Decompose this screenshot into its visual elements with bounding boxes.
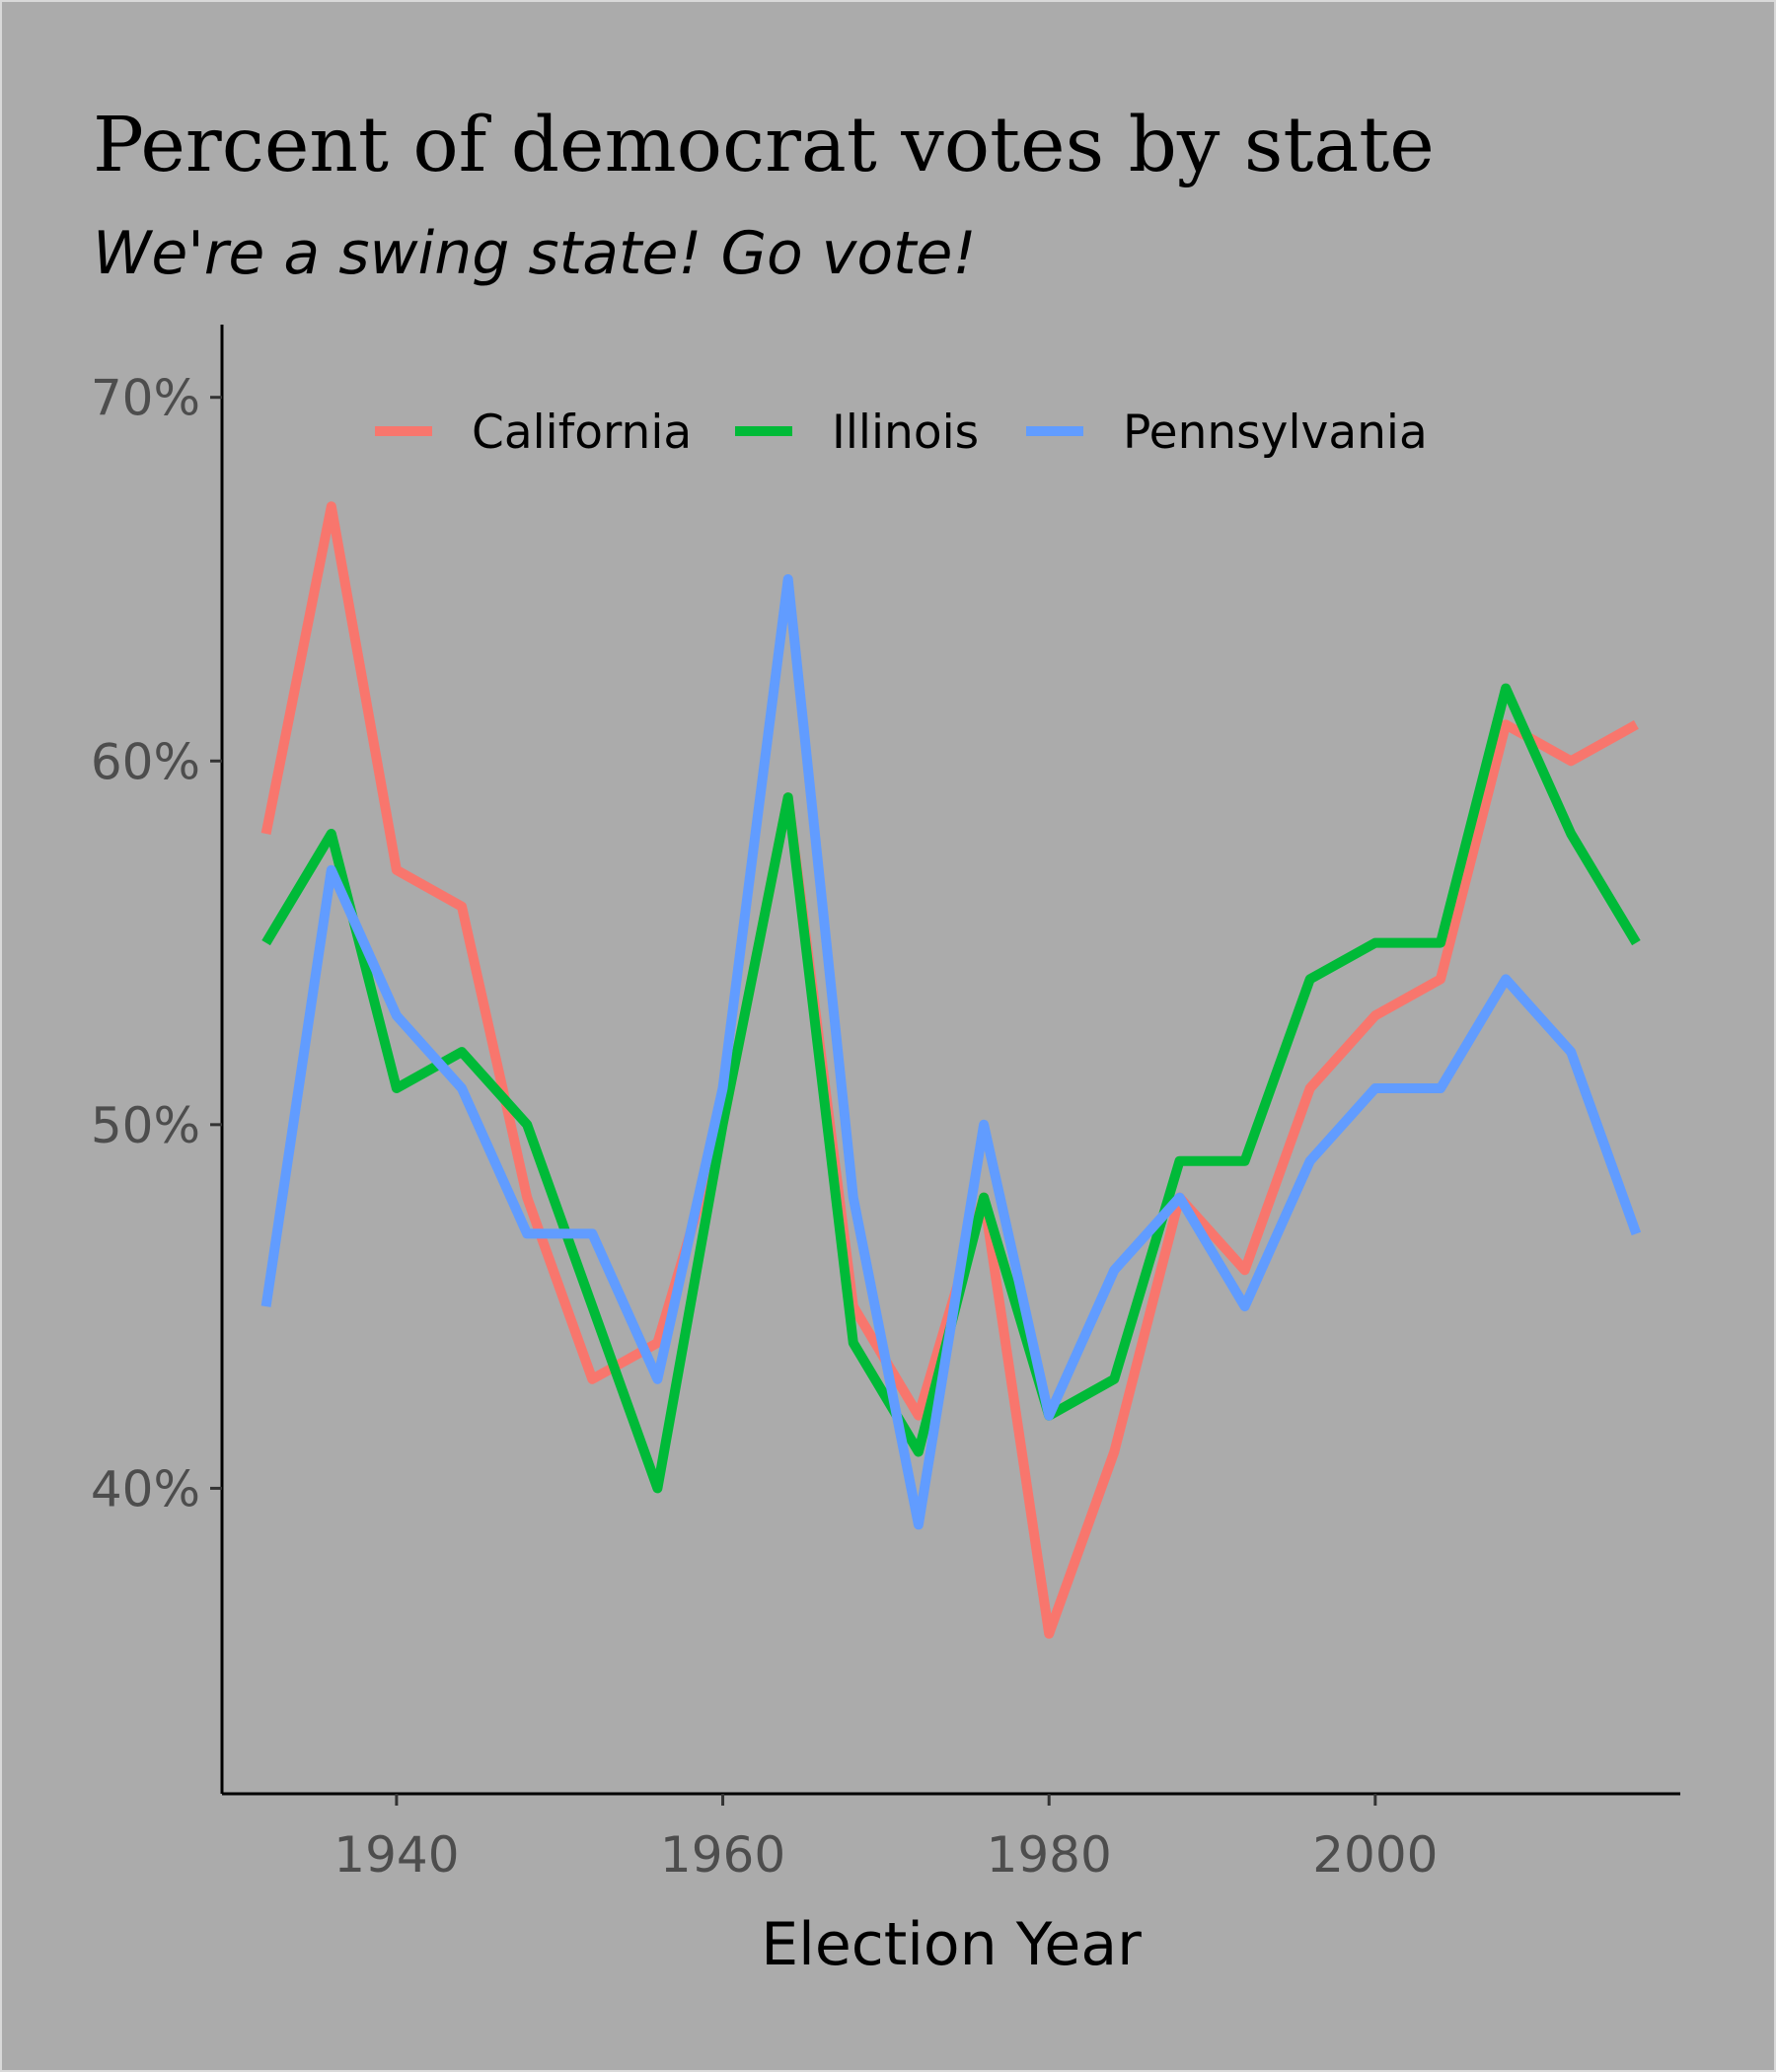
y-tick-label: 40% xyxy=(91,1460,200,1517)
y-tick-label: 50% xyxy=(91,1097,200,1154)
x-tick-label: 1940 xyxy=(333,1826,459,1884)
axis-ticks: 1940 1960 1980 2000 40% 50% 60% 70% xyxy=(91,370,1439,1884)
legend-label-california: California xyxy=(472,406,692,460)
chart-subtitle: We're a swing state! Go vote! xyxy=(93,219,977,288)
y-tick-label: 70% xyxy=(91,370,200,427)
legend-label-illinois: Illinois xyxy=(832,406,979,460)
y-tick-label: 60% xyxy=(91,733,200,790)
series-lines xyxy=(260,501,1642,1639)
x-tick-label: 2000 xyxy=(1312,1826,1438,1884)
chart-title: Percent of democrat votes by state xyxy=(93,102,1435,189)
x-axis-title: Election Year xyxy=(761,1910,1142,1979)
x-tick-label: 1960 xyxy=(660,1826,785,1884)
legend-label-pennsylvania: Pennsylvania xyxy=(1123,406,1428,460)
x-tick-label: 1980 xyxy=(987,1826,1112,1884)
legend: California Illinois Pennsylvania xyxy=(375,406,1428,460)
series-line-pennsylvania xyxy=(260,574,1642,1530)
